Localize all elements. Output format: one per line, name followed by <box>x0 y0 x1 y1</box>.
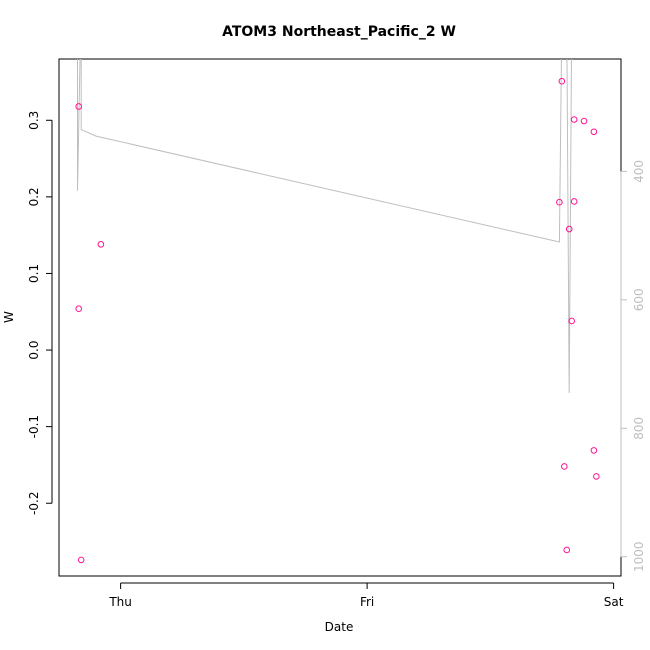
y-axis-label: W <box>2 311 16 323</box>
y-axis: -0.2 -0.1 0.0 0.1 0.2 0.3 <box>27 111 53 515</box>
secondary-series-layer <box>77 59 572 394</box>
data-point <box>593 473 600 480</box>
data-point <box>75 103 83 110</box>
y-tick-label: 0.2 <box>27 187 41 206</box>
secondary-y-tick-label: 1000 <box>632 541 646 572</box>
x-tick-label: Fri <box>360 595 374 609</box>
x-axis-label: Date <box>325 620 354 634</box>
secondary-y-tick-label: 400 <box>632 160 646 183</box>
secondary-series-line <box>77 59 572 394</box>
data-point <box>75 305 83 312</box>
data-point <box>565 225 573 233</box>
y-tick-label: -0.2 <box>27 492 41 515</box>
data-point <box>558 77 566 85</box>
data-point <box>561 463 568 470</box>
points-layer <box>75 77 600 564</box>
secondary-y-tick-label: 800 <box>632 417 646 440</box>
data-point <box>77 556 85 564</box>
plot-area <box>58 58 622 577</box>
data-point <box>590 447 598 454</box>
data-point <box>568 317 576 325</box>
data-point <box>580 117 588 125</box>
data-point <box>570 116 578 123</box>
secondary-y-axis: 400 600 800 1000 <box>620 160 646 572</box>
data-point <box>570 198 578 205</box>
y-tick-label: 0.0 <box>27 341 41 360</box>
y-tick-label: -0.1 <box>27 415 41 438</box>
y-tick-label: 0.3 <box>27 111 41 130</box>
data-point <box>556 198 563 206</box>
y-tick-label: 0.1 <box>27 264 41 283</box>
data-point <box>590 128 598 136</box>
secondary-y-tick-label: 600 <box>632 288 646 311</box>
x-tick-label: Sat <box>604 595 624 609</box>
data-point <box>563 546 571 554</box>
x-tick-label: Thu <box>108 595 132 609</box>
chart-title: ATOM3 Northeast_Pacific_2 W <box>222 24 456 40</box>
x-axis: Thu Fri Sat <box>108 582 624 609</box>
data-point <box>97 241 105 248</box>
